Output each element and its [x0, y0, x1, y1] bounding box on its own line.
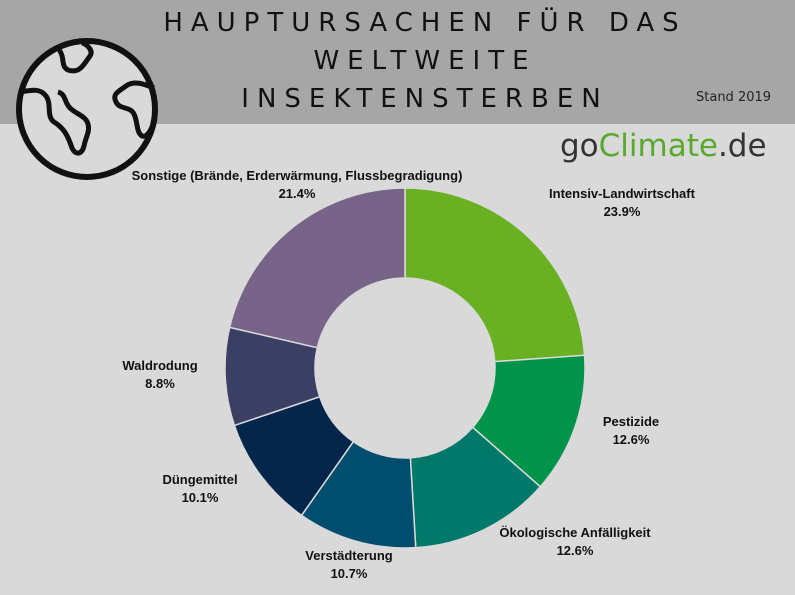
slice-value-7: 21.4% — [279, 186, 316, 201]
slice-value-4: 10.7% — [331, 566, 368, 581]
slice-value-2: 12.6% — [613, 432, 650, 447]
slice-value-3: 12.6% — [557, 543, 594, 558]
slice-value-1: 23.9% — [604, 204, 641, 219]
slice-label-1: Intensiv-Landwirtschaft — [549, 186, 696, 201]
globe-icon — [16, 38, 158, 180]
slice-1 — [404, 187, 586, 363]
title-line-3: INSEKTENSTERBEN — [241, 84, 609, 114]
stand-date: Stand 2019 — [696, 90, 772, 105]
slice-label-7: Sonstige (Brände, Erderwärmung, Flussbeg… — [132, 168, 463, 183]
brand-highlight: Climate — [598, 128, 718, 164]
slice-label-2: Pestizide — [603, 414, 659, 429]
slice-label-6: Waldrodung — [122, 358, 197, 373]
slice-label-4: Verstädterung — [305, 548, 392, 563]
slice-label-5: Düngemittel — [162, 472, 237, 487]
title-line-2: WELTWEITE — [313, 46, 537, 76]
slice-value-6: 8.8% — [145, 376, 175, 391]
title-line-1: HAUPTURSACHEN FÜR DAS — [163, 8, 687, 38]
slice-label-3: Ökologische Anfälligkeit — [499, 525, 651, 540]
page-title: HAUPTURSACHEN FÜR DAS WELTWEITE INSEKTEN… — [150, 4, 700, 118]
slice-7 — [228, 187, 406, 349]
slice-value-5: 10.1% — [182, 490, 219, 505]
goclimate-logo: goClimate.de — [560, 128, 767, 164]
brand-suffix: .de — [717, 128, 767, 164]
brand-prefix: go — [560, 128, 599, 164]
